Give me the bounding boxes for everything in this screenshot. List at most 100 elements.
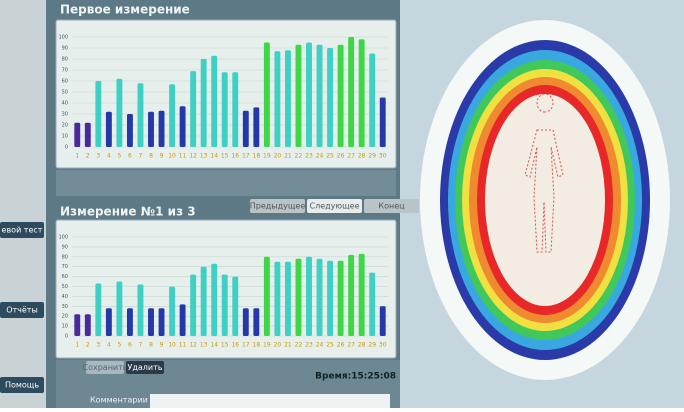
bar	[284, 50, 291, 148]
x-tick-label: 24	[316, 153, 324, 160]
panel-title: Измерение №1 из 3	[60, 205, 196, 219]
x-tick-label: 6	[128, 342, 132, 349]
button[interactable]	[0, 377, 44, 393]
y-tick-label: 10	[62, 324, 68, 330]
bar	[200, 59, 207, 147]
x-tick-label: 18	[253, 153, 261, 160]
x-tick-label: 2	[86, 342, 90, 349]
bar	[358, 39, 365, 148]
bar	[369, 272, 376, 336]
y-tick-label: 70	[62, 68, 68, 74]
button-label[interactable]: Отчёты	[6, 306, 38, 315]
bar	[284, 261, 291, 336]
bar	[105, 308, 112, 336]
y-tick-label: 100	[58, 35, 68, 41]
button-label[interactable]: Предыдущее	[250, 202, 306, 211]
button-label[interactable]: Помощь	[5, 381, 39, 390]
bar	[369, 53, 376, 147]
button-label[interactable]: Следующее	[310, 202, 360, 211]
bar	[179, 106, 186, 147]
bar	[84, 122, 91, 147]
y-tick-label: 80	[62, 254, 68, 260]
x-tick-label: 21	[284, 342, 292, 349]
y-tick-label: 30	[62, 304, 68, 310]
bar	[148, 111, 154, 147]
button[interactable]	[250, 199, 305, 213]
y-tick-label: 20	[62, 314, 68, 320]
x-tick-label: 17	[242, 342, 250, 349]
bar	[211, 55, 218, 148]
x-tick-label: 11	[179, 153, 187, 160]
x-tick-label: 9	[160, 153, 164, 160]
panel-strip	[56, 170, 396, 196]
x-tick-label: 25	[326, 342, 334, 349]
bar	[200, 266, 207, 336]
bar	[84, 314, 91, 336]
bar	[137, 284, 144, 336]
x-tick-label: 19	[263, 342, 271, 349]
bar	[95, 81, 102, 147]
x-tick-label: 26	[337, 153, 345, 160]
y-tick-label: 70	[62, 264, 68, 270]
bar	[105, 111, 112, 147]
button-label[interactable]: евой тест	[2, 226, 43, 235]
bar	[74, 314, 81, 336]
y-tick-label: 40	[62, 294, 68, 300]
x-tick-label: 22	[295, 153, 303, 160]
comment-input[interactable]	[150, 394, 390, 408]
x-tick-label: 24	[316, 342, 324, 349]
button-label[interactable]: Удалить	[128, 363, 163, 372]
bar	[221, 274, 228, 336]
button[interactable]	[0, 302, 44, 318]
button[interactable]	[307, 199, 362, 213]
bar	[158, 308, 165, 336]
bar	[126, 308, 133, 336]
x-tick-label: 5	[117, 342, 121, 349]
bar	[221, 72, 228, 147]
button-label[interactable]: Конец	[378, 202, 405, 211]
x-tick-label: 4	[107, 342, 111, 349]
bar	[169, 84, 176, 147]
y-tick-label: 90	[62, 244, 68, 250]
bar	[116, 78, 123, 147]
bar	[316, 258, 323, 336]
x-tick-label: 23	[305, 342, 313, 349]
bar	[169, 286, 176, 336]
bar	[306, 42, 312, 147]
bar	[179, 304, 186, 336]
y-tick-label: 30	[62, 112, 68, 118]
x-tick-label: 19	[263, 153, 271, 160]
button[interactable]	[364, 199, 419, 213]
button[interactable]	[0, 222, 44, 238]
x-tick-label: 26	[337, 342, 345, 349]
y-tick-label: 100	[58, 235, 68, 241]
y-tick-label: 50	[62, 284, 68, 290]
y-tick-label: 0	[65, 334, 68, 340]
bar	[211, 263, 218, 336]
bar	[316, 44, 323, 148]
bar	[74, 122, 81, 147]
x-tick-label: 10	[168, 342, 176, 349]
button-label[interactable]: Сохранить	[83, 363, 128, 372]
bar	[327, 260, 334, 336]
bar	[253, 107, 260, 147]
y-tick-label: 60	[62, 274, 68, 280]
x-tick-label: 29	[368, 342, 376, 349]
button[interactable]	[126, 361, 164, 374]
x-tick-label: 18	[253, 342, 261, 349]
bar	[358, 253, 365, 336]
sidebar	[0, 0, 46, 408]
x-tick-label: 14	[210, 153, 218, 160]
x-tick-label: 3	[96, 342, 100, 349]
bar	[232, 276, 239, 336]
x-tick-label: 4	[107, 153, 111, 160]
button[interactable]	[86, 361, 124, 374]
x-tick-label: 10	[168, 153, 176, 160]
x-tick-label: 5	[117, 153, 121, 160]
x-tick-label: 16	[231, 342, 239, 349]
aura	[420, 20, 670, 380]
bar	[295, 44, 302, 148]
bar	[190, 71, 197, 147]
y-tick-label: 20	[62, 123, 68, 129]
bar	[327, 48, 334, 147]
